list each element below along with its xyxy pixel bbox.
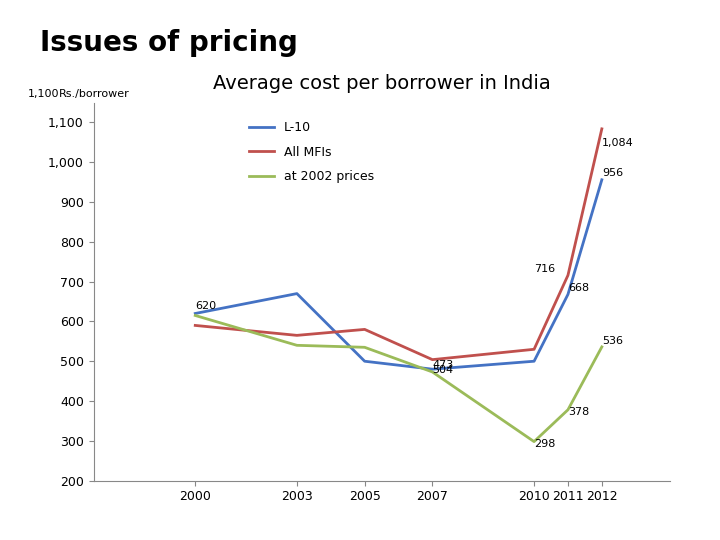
Text: 298: 298 <box>534 439 555 449</box>
Text: 620: 620 <box>195 301 217 312</box>
Text: Rs./borrower: Rs./borrower <box>59 89 130 99</box>
Text: Issues of pricing: Issues of pricing <box>40 29 297 57</box>
Text: 378: 378 <box>568 407 589 417</box>
Text: 1,084: 1,084 <box>602 138 634 149</box>
Text: 716: 716 <box>534 264 555 274</box>
Text: 536: 536 <box>602 336 623 346</box>
Text: 504: 504 <box>433 365 454 375</box>
Text: M-CRIL: M-CRIL <box>595 509 629 517</box>
Legend: L-10, All MFIs, at 2002 prices: L-10, All MFIs, at 2002 prices <box>244 117 379 188</box>
Text: 668: 668 <box>568 283 589 293</box>
Text: 956: 956 <box>602 168 623 178</box>
Text: 473: 473 <box>433 360 454 370</box>
Text: 1,100: 1,100 <box>27 89 59 99</box>
Title: Average cost per borrower in India: Average cost per borrower in India <box>212 74 551 93</box>
